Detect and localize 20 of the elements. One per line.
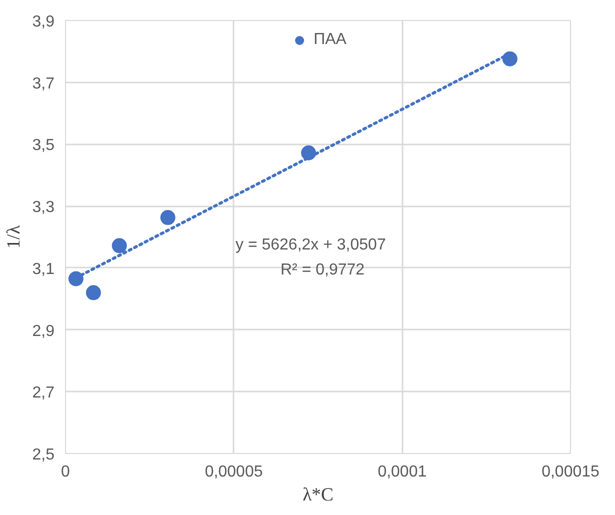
x-tick-label: 0 bbox=[61, 464, 70, 480]
y-tick-label: 3,7 bbox=[32, 75, 55, 92]
y-tick-label: 2,9 bbox=[32, 322, 55, 340]
x-tick-label: 0,00005 bbox=[204, 464, 263, 480]
y-tick-label: 2,7 bbox=[32, 384, 55, 402]
x-axis-title: λ*C bbox=[302, 484, 334, 506]
x-tick-label: 0,00015 bbox=[542, 464, 600, 480]
y-tick-label: 3,3 bbox=[32, 199, 55, 216]
y-tick-label: 3,9 bbox=[32, 14, 55, 30]
y-tick-label: 3,1 bbox=[32, 260, 55, 278]
legend-label: ПАА bbox=[314, 31, 346, 49]
point bbox=[86, 285, 101, 300]
annotation: y = 5626,2x + 3,0507 bbox=[236, 236, 386, 254]
point bbox=[112, 238, 127, 254]
x-tick-label: 0,0001 bbox=[378, 464, 427, 480]
annotation: R² = 0,9772 bbox=[280, 262, 365, 278]
y-tick-label: 3,5 bbox=[32, 137, 55, 154]
y-axis-title: 1/λ bbox=[3, 225, 24, 249]
point bbox=[160, 210, 176, 225]
y-tick-label: 2,5 bbox=[32, 446, 55, 464]
